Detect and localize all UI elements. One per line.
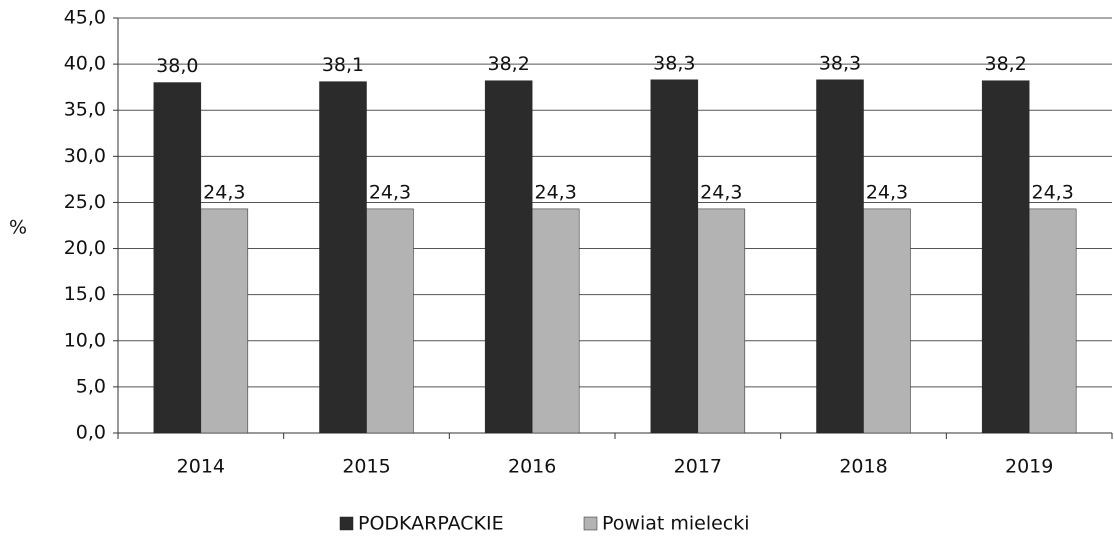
y-tick-label: 20,0 [64, 237, 106, 259]
bar [319, 81, 367, 434]
x-tick-label: 2016 [508, 456, 556, 478]
y-tick-label: 0,0 [76, 422, 106, 444]
y-tick-label: 45,0 [64, 7, 106, 29]
x-tick-label: 2018 [839, 456, 887, 478]
x-tick-label: 2014 [177, 456, 225, 478]
bar [484, 80, 533, 434]
y-tick-label: 25,0 [64, 191, 106, 213]
data-label: 38,0 [156, 55, 198, 77]
bar [816, 79, 864, 434]
data-label: 24,3 [369, 181, 411, 203]
bar [650, 79, 699, 434]
data-label: 24,3 [700, 181, 742, 203]
data-label: 24,3 [203, 181, 245, 203]
y-tick-label: 40,0 [64, 53, 106, 75]
y-axis-label: % [9, 217, 27, 239]
bar [153, 82, 202, 434]
data-label: 38,2 [985, 53, 1027, 75]
legend-label: Powiat mielecki [602, 513, 750, 535]
legend-swatch [339, 516, 354, 531]
y-tick-label: 5,0 [76, 375, 106, 397]
bar [1028, 208, 1077, 434]
y-tick-label: 10,0 [64, 329, 106, 351]
x-tick-label: 2015 [342, 456, 390, 478]
bar [863, 208, 911, 434]
data-label: 24,3 [866, 181, 908, 203]
legend-swatch [583, 516, 598, 531]
y-tick-label: 15,0 [64, 283, 106, 305]
x-tick-label: 2017 [674, 456, 722, 478]
data-label: 24,3 [535, 181, 577, 203]
bar [200, 208, 249, 434]
x-tick-label: 2019 [1005, 456, 1053, 478]
data-label: 24,3 [1032, 181, 1074, 203]
legend-label: PODKARPACKIE [358, 513, 504, 535]
bar [531, 208, 580, 434]
data-label: 38,1 [322, 54, 364, 76]
data-label: 38,3 [819, 52, 861, 74]
y-tick-label: 35,0 [64, 99, 106, 121]
data-label: 38,2 [488, 53, 530, 75]
y-tick-label: 30,0 [64, 145, 106, 167]
bar [366, 208, 414, 434]
data-label: 38,3 [653, 52, 695, 74]
bar [697, 208, 746, 434]
bar [981, 80, 1030, 434]
